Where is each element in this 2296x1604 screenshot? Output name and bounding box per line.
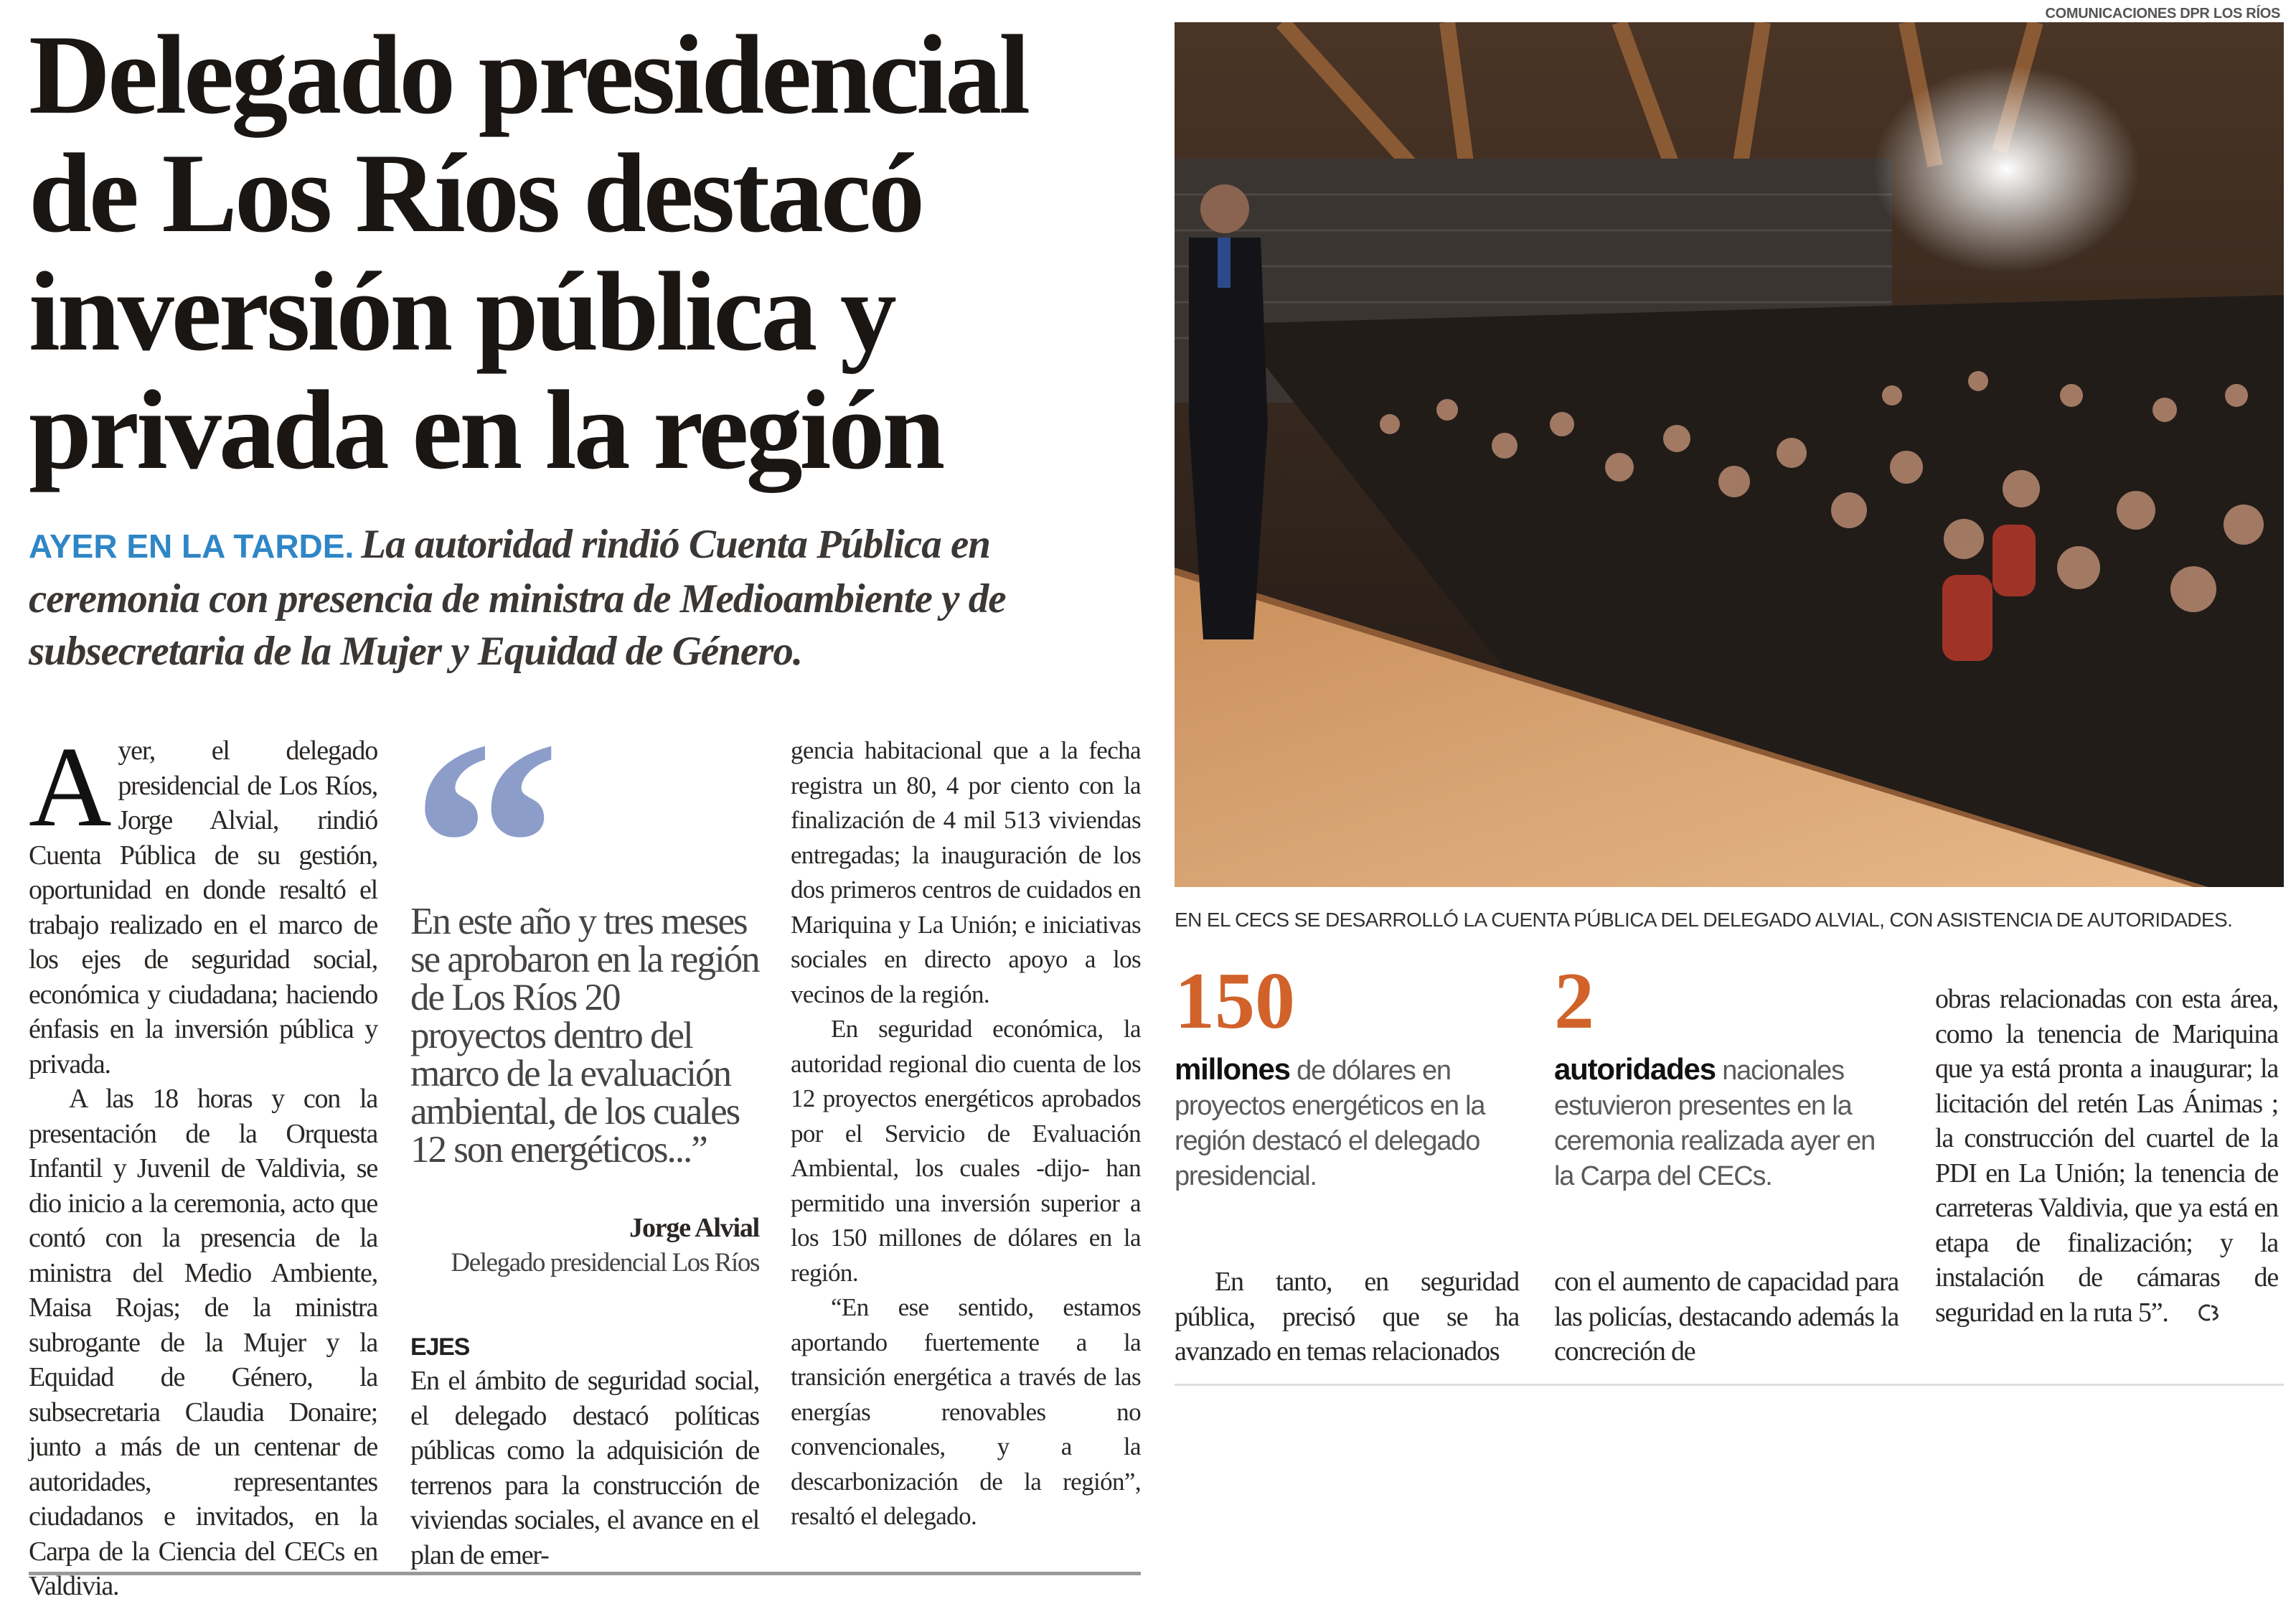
stat-box: 150 millones de dólares en proyectos ene… (1175, 957, 1519, 1194)
body-column-right-c: obras relacionadas con esta área, como l… (1935, 982, 2279, 1333)
paragraph: En tanto, en seguridad pública, precisó … (1175, 1267, 1520, 1366)
photo-caption: EN EL CECS SE DESARROLLÓ LA CUENTA PÚBLI… (1175, 909, 2233, 931)
divider (1175, 1384, 2284, 1386)
subheadline: AYER EN LA TARDE. La autoridad rindió Cue… (29, 518, 1148, 677)
body-column-1: A yer, el delegado presidencial de Los R… (29, 723, 378, 1604)
stat-box: 2 autoridades nacionales estuvieron pres… (1554, 957, 1899, 1194)
paragraph: En el ámbito de seguridad social, el del… (410, 1366, 760, 1570)
stat-label: autoridades (1554, 1052, 1716, 1086)
stat-text: de dólares en proyectos energéticos en l… (1175, 1056, 1486, 1191)
headline: Delegado presidencial de Los Ríos destac… (29, 16, 1162, 489)
drop-cap: A (29, 723, 112, 850)
section-heading: EJES (410, 1333, 470, 1361)
paragraph: En seguridad económica, la autoridad reg… (791, 1015, 1142, 1287)
paragraph: yer, el delegado presidencial de Los Río… (29, 736, 378, 1079)
headline-line: privada en la región (29, 367, 945, 493)
body-column-right-a: En tanto, en seguridad pública, precisó … (1175, 1265, 1520, 1369)
paragraph: “En ese sentido, estamos aportando fuert… (791, 1293, 1142, 1530)
body-column-right-b: con el aumento de capacidad para las pol… (1554, 1265, 1899, 1369)
paragraph: A las 18 horas y con la presentación de … (29, 1084, 378, 1601)
quote-mark-icon: “ (410, 738, 759, 888)
divider (29, 1572, 1141, 1575)
quote-author: Jorge Alvial (629, 1213, 760, 1243)
paragraph-text: obras relacionadas con esta área, como l… (1935, 984, 2279, 1328)
paragraph: con el aumento de capacidad para las pol… (1554, 1267, 1899, 1366)
stat-text: nacionales estuvieron presentes en la ce… (1554, 1056, 1876, 1191)
stat-description: millones de dólares en proyectos energét… (1175, 1051, 1519, 1194)
event-photo (1175, 22, 2284, 887)
paragraph: gencia habitacional que a la fecha regis… (791, 736, 1142, 1008)
body-column-2: “ En este año y tres meses se aprobaron … (410, 733, 761, 1572)
headline-line: Delegado presidencial (29, 12, 1030, 138)
stat-number: 2 (1554, 957, 1594, 1046)
body-column-3: gencia habitacional que a la fecha regis… (791, 733, 1142, 1534)
kicker: AYER EN LA TARDE. (29, 527, 354, 565)
end-of-article-mark-icon (2197, 1298, 2226, 1333)
photo-credit: COMUNICACIONES DPR LOS RÍOS (2045, 6, 2281, 22)
speaker-figure (1189, 184, 1268, 639)
headline-line: inversión pública y (29, 249, 897, 375)
stat-number: 150 (1175, 957, 1295, 1046)
auditorium-photo-illustration (1175, 22, 2284, 887)
pull-quote: En este año y tres meses se aprobaron en… (410, 901, 761, 1171)
stat-label: millones (1175, 1052, 1291, 1086)
stat-description: autoridades nacionales estuvieron presen… (1554, 1051, 1899, 1194)
subhead-text: La autoridad rindió Cuenta Pública en ce… (29, 522, 1006, 674)
quote-author-role: Delegado presidencial Los Ríos (451, 1247, 760, 1277)
headline-line: de Los Ríos destacó (29, 131, 925, 256)
paragraph: obras relacionadas con esta área, como l… (1935, 982, 2279, 1333)
